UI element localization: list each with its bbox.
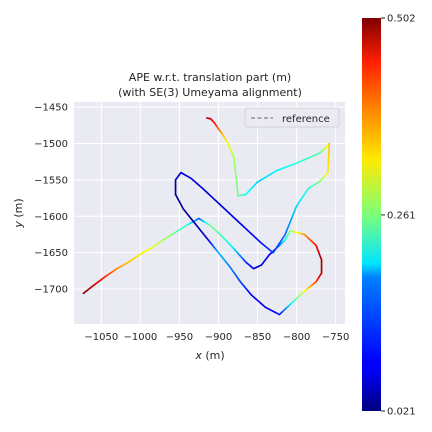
trajectory-segment [287, 219, 292, 227]
chart-subtitle: (with SE(3) Umeyama alignment) [118, 86, 302, 99]
trajectory-segment [286, 224, 290, 232]
trajectory-segment [291, 210, 296, 217]
x-tick-label: −850 [244, 332, 271, 343]
colorbar-tick-label: 0.261 [387, 210, 416, 221]
y-tick-label: −1550 [34, 175, 68, 186]
trajectory-segment [236, 188, 239, 197]
legend: reference [244, 107, 340, 128]
y-axis-unit: (m) [12, 198, 25, 221]
colorbar-ticks: 0.021 0.261 0.502 [381, 14, 416, 418]
x-axis-unit: (m) [202, 349, 225, 362]
x-axis-label: x (m) [194, 349, 224, 362]
x-tick-label: −950 [166, 332, 193, 343]
grid [74, 102, 345, 324]
y-tick-label: −1450 [34, 103, 68, 114]
x-tick-label: −750 [322, 332, 349, 343]
trajectory-segment [284, 229, 288, 236]
x-tick-label: −1050 [84, 332, 118, 343]
y-tick-label: −1650 [34, 248, 68, 259]
x-tick-label: −1000 [123, 332, 157, 343]
trajectory [82, 117, 331, 316]
legend-reference-label: reference [282, 114, 330, 125]
x-axis-var: x [194, 349, 202, 362]
trajectory-segment [234, 169, 237, 178]
y-ticks: −1450 −1500 −1550 −1600 −1650 −1700 [34, 103, 68, 296]
trajectory-segment [233, 163, 237, 172]
colorbar-tick-label: 0.502 [387, 14, 416, 25]
y-axis-var: y [12, 221, 25, 229]
x-tick-label: −900 [205, 332, 232, 343]
chart-title: APE w.r.t. translation part (m) [129, 71, 291, 84]
colorbar-tick-label: 0.021 [387, 407, 416, 418]
plot-area [74, 102, 345, 324]
y-tick-label: −1700 [34, 285, 68, 296]
x-ticks: −1050 −1000 −950 −900 −850 −800 −750 [84, 332, 349, 343]
trajectory-segment [235, 176, 238, 185]
trajectory-segment [289, 214, 294, 222]
y-axis-label: y (m) [12, 198, 25, 228]
trajectory-segment [293, 205, 298, 212]
trajectory-segment [235, 182, 239, 191]
y-tick-label: −1600 [34, 212, 68, 223]
legend-box [244, 107, 340, 128]
colorbar [362, 18, 381, 411]
x-tick-label: −800 [283, 332, 310, 343]
y-tick-label: −1500 [34, 139, 68, 150]
trajectory-segment [233, 157, 236, 166]
